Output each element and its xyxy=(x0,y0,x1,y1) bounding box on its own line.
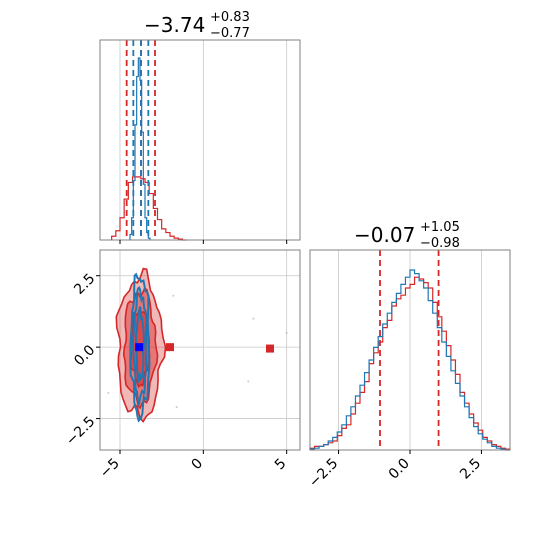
joint-blue-contour-1 xyxy=(132,285,148,408)
joint-outlier-0 xyxy=(247,380,250,383)
joint-outlier-4 xyxy=(172,294,175,297)
bottom-hist-series xyxy=(309,269,511,451)
top-hist-title-main: −3.74 xyxy=(144,13,205,37)
bottom-histogram-panel: −2.5 0.0 2.5 xyxy=(306,249,511,491)
joint-markers xyxy=(135,343,274,353)
bottom-hist-quantile-lines xyxy=(379,250,440,450)
bottom-x-tick-label-0: −2.5 xyxy=(306,456,341,491)
joint-x-tick-label-0: −5 xyxy=(97,456,123,482)
bottom-hist-title-lower: −0.98 xyxy=(420,236,460,251)
bottom-hist-grid xyxy=(338,250,482,450)
joint-marker-1 xyxy=(266,344,274,353)
bottom-hist-series-blue xyxy=(309,269,510,451)
bottom-hist-series-red xyxy=(309,276,511,450)
joint-x-tick-label-2: 5 xyxy=(272,456,290,474)
joint-y-tick-label-1: 0.0 xyxy=(71,342,98,369)
joint-marker-0 xyxy=(166,343,174,352)
joint-y-tick-label-2: 2.5 xyxy=(71,271,98,298)
bottom-x-tick-label-1: 0.0 xyxy=(386,456,413,483)
top-histogram-panel xyxy=(99,39,301,244)
joint-marker-2 xyxy=(135,343,144,352)
joint-outlier-2 xyxy=(285,331,288,334)
joint-outlier-1 xyxy=(252,317,255,320)
joint-contour-panel: −5 0 5 −2.5 0.0 2.5 xyxy=(63,249,301,482)
joint-x-tick-label-1: 0 xyxy=(189,456,207,474)
top-hist-ticks xyxy=(119,240,288,244)
top-hist-series-red xyxy=(111,176,187,241)
joint-outlier-5 xyxy=(175,406,178,409)
joint-outlier-3 xyxy=(107,391,110,394)
bottom-hist-ticks: −2.5 0.0 2.5 xyxy=(306,450,484,491)
bottom-x-tick-label-2: 2.5 xyxy=(457,456,484,483)
joint-frame xyxy=(99,249,301,451)
bottom-hist-title-main: −0.07 xyxy=(354,223,415,247)
top-hist-frame xyxy=(99,39,301,241)
bottom-hist-title-upper: +1.05 xyxy=(420,220,460,235)
joint-y-tick-label-0: −2.5 xyxy=(63,414,98,449)
joint-blue-contour-0 xyxy=(129,272,151,423)
top-hist-quantile-lines xyxy=(125,40,156,240)
top-hist-title-lower: −0.77 xyxy=(210,26,250,41)
joint-outlier-points xyxy=(107,294,288,409)
top-hist-title-upper: +0.83 xyxy=(210,10,250,25)
top-hist-grid xyxy=(119,40,288,240)
